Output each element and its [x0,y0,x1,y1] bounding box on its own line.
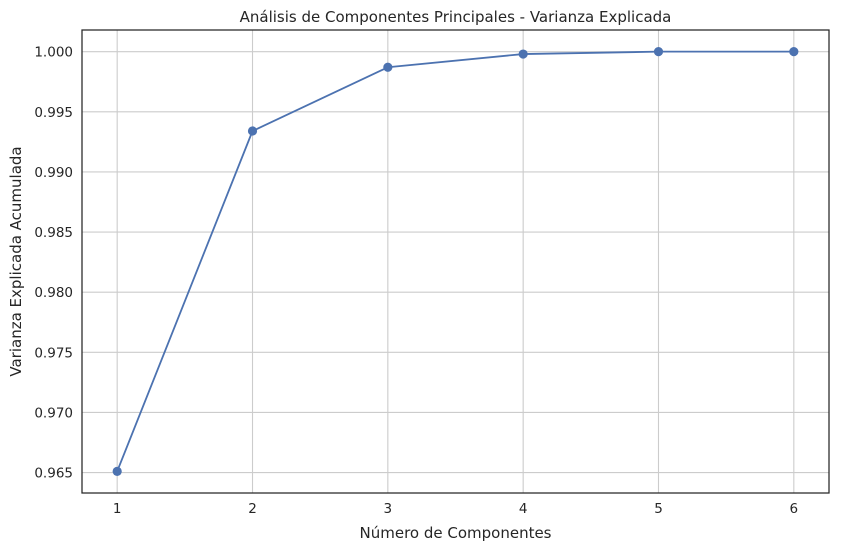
y-tick-label: 0.975 [34,345,73,361]
x-tick-label: 6 [790,501,799,517]
series-line [116,50,794,472]
series-layer [112,47,799,476]
x-axis-title: Número de Componentes [360,524,552,542]
x-tick-label: 5 [654,501,663,517]
y-tick-label: 0.980 [34,285,73,301]
y-tick-label: 0.985 [34,225,73,241]
x-tick-label: 1 [113,501,122,517]
plot-frame [81,29,830,494]
y-axis-title: Varianza Explicada Acumulada [7,146,25,376]
y-tick-label: 0.995 [34,105,73,121]
data-point [112,466,122,476]
tick-labels: 1 2 3 4 5 6 0.965 0.970 0.975 0.980 0.985 0.990 0.99… [34,45,798,517]
y-tick-label: 1.000 [34,45,73,61]
y-tick-label: 0.990 [34,165,73,181]
y-tick-label: 0.965 [34,466,73,482]
x-tick-label: 4 [519,501,528,517]
grid [82,30,829,493]
x-tick-label: 3 [384,501,393,517]
chart-title: Análisis de Componentes Principales - Va… [240,8,672,26]
data-point [383,62,393,72]
y-tick-label: 0.970 [34,405,73,421]
x-tick-label: 2 [248,501,257,517]
data-point [247,126,258,136]
data-point [789,47,799,57]
data-point [653,47,664,57]
data-point [518,49,528,59]
